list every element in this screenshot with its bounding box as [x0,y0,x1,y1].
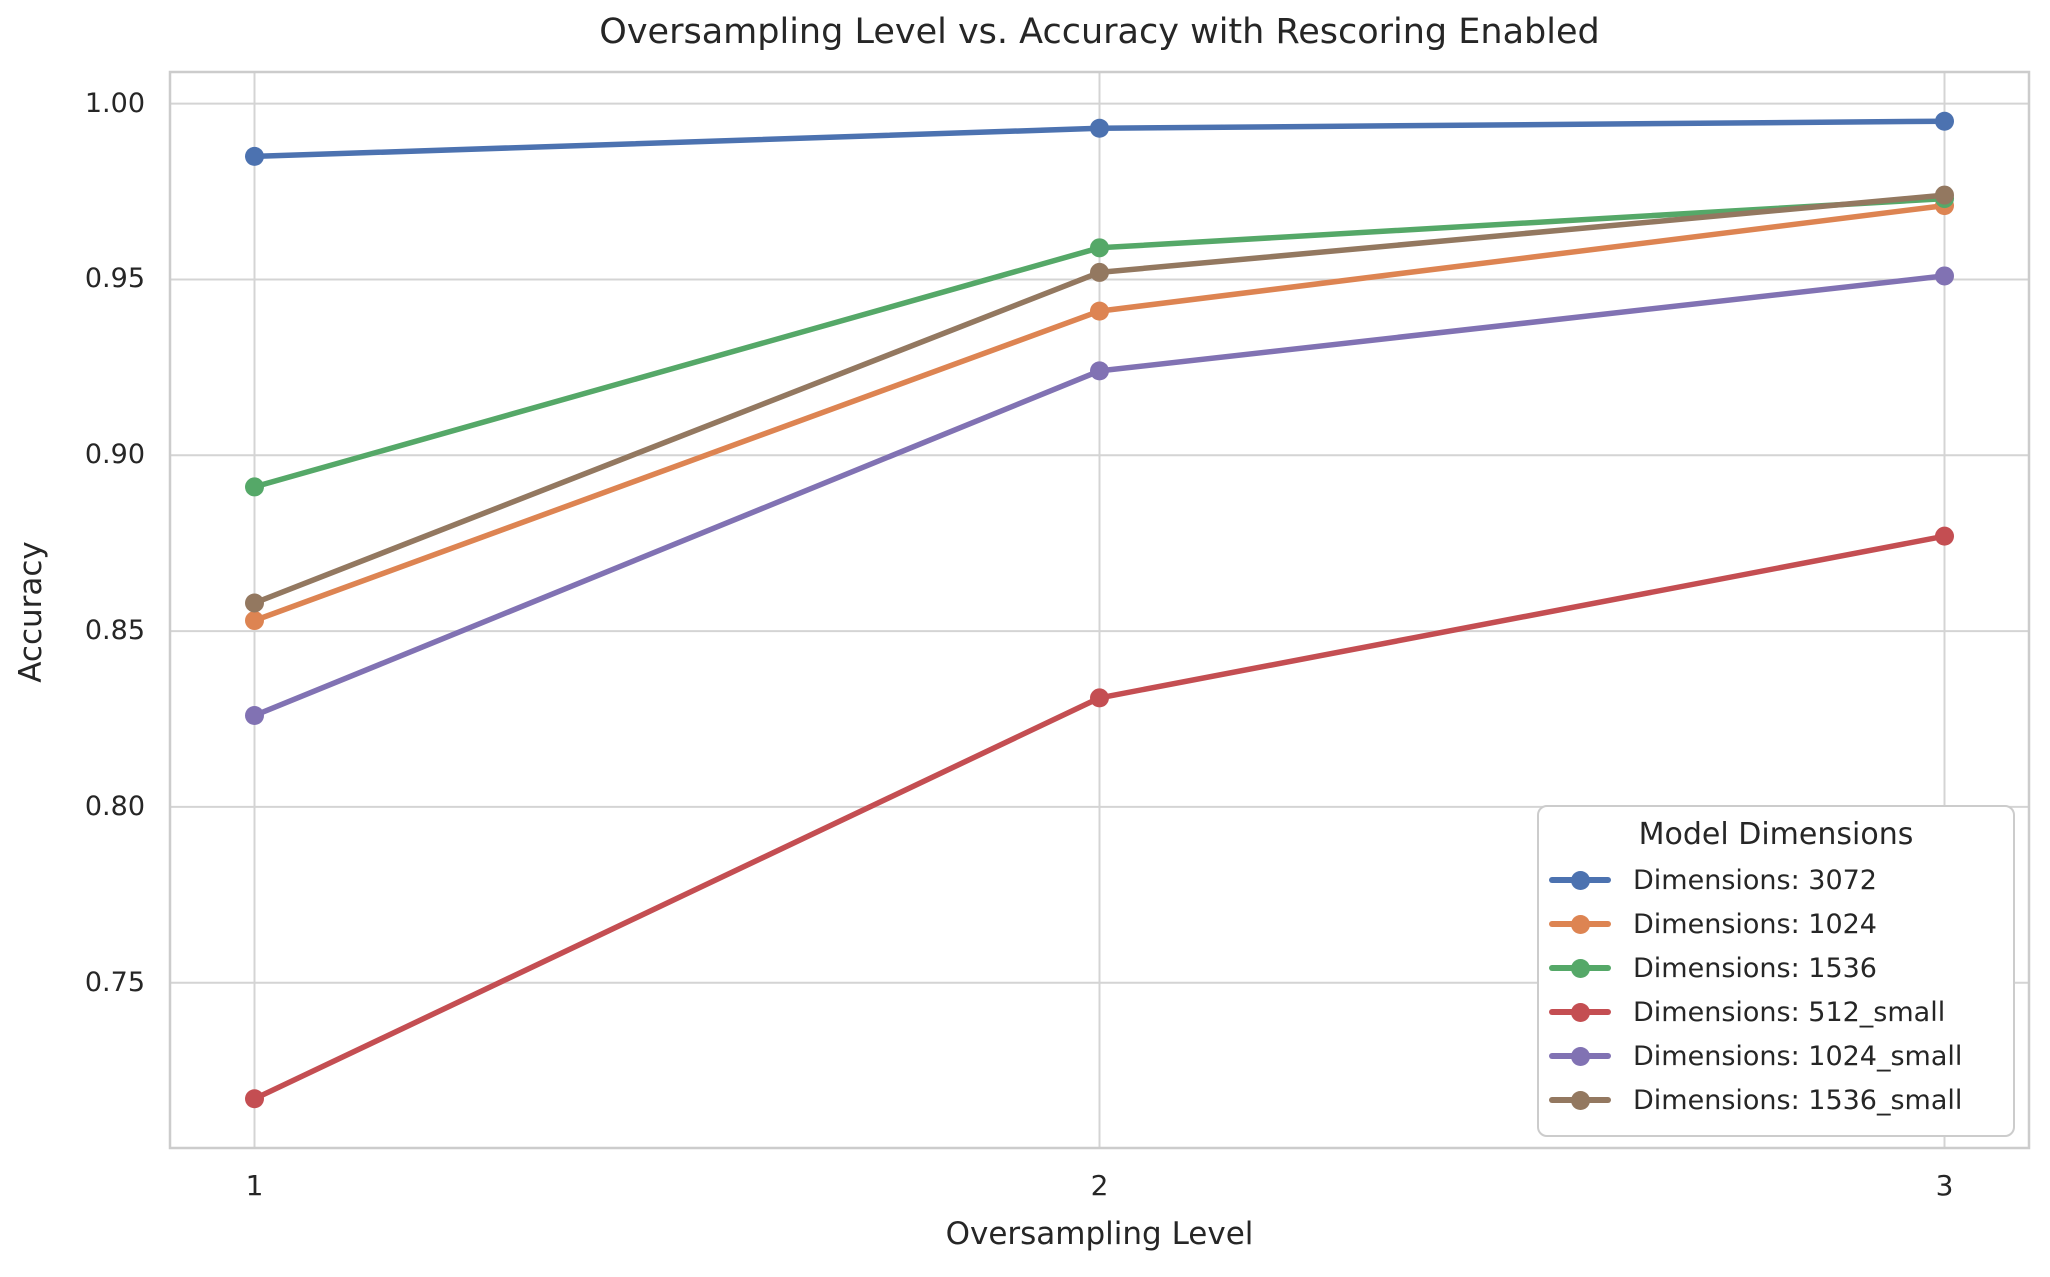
legend-line-dot-marker [1549,914,1611,934]
chart-title: Oversampling Level vs. Accuracy with Res… [599,12,1600,52]
series-point [1090,238,1109,258]
x-tick-label: 2 [1090,1169,1109,1202]
y-tick-label: 0.90 [84,439,145,471]
series-point [1935,111,1954,131]
x-tick-label: 3 [1935,1169,1954,1202]
legend-line-dot-marker [1549,1046,1611,1066]
legend-line-dot-marker [1549,870,1611,890]
legend-line-dot-marker [1549,1002,1611,1022]
legend-entry-label: Dimensions: 3072 [1633,864,1877,896]
legend-entry: Dimensions: 1024_small [1539,1034,2013,1078]
series-point [245,477,264,497]
series-point [1090,262,1109,282]
legend-entry-label: Dimensions: 1536_small [1633,1084,1963,1116]
y-tick-label: 0.85 [84,615,145,647]
x-tick-label: 1 [245,1169,264,1202]
legend: Model Dimensions Dimensions: 3072 Dimensi… [1537,805,2015,1137]
series-point [1090,361,1109,381]
series-point [245,146,264,166]
legend-entry-label: Dimensions: 512_small [1633,996,1946,1028]
series-point [245,1089,264,1109]
legend-entry: Dimensions: 1536 [1539,946,2013,990]
legend-title: Model Dimensions [1638,817,1914,852]
y-tick-label: 0.95 [84,263,145,295]
legend-line-dot-marker [1549,958,1611,978]
legend-entry-label: Dimensions: 1536 [1633,952,1877,984]
series-point [245,705,264,725]
y-tick-label: 1.00 [84,87,145,119]
series-point [245,593,264,613]
legend-entry: Dimensions: 1536_small [1539,1078,2013,1122]
y-tick-label: 0.80 [84,790,145,822]
legend-entry: Dimensions: 1024 [1539,902,2013,946]
legend-line-dot-marker [1549,1090,1611,1110]
series-point [245,611,264,631]
y-tick-label: 0.75 [84,966,145,998]
legend-entry: Dimensions: 3072 [1539,858,2013,902]
plot-border [168,70,2031,1150]
series-point [1090,688,1109,708]
series-point [1090,118,1109,138]
series-point [1935,185,1954,205]
legend-entry: Dimensions: 512_small [1539,990,2013,1034]
series-point [1935,266,1954,286]
legend-entry-label: Dimensions: 1024_small [1633,1040,1963,1072]
x-axis-label: Oversampling Level [945,1216,1254,1252]
series-point [1090,301,1109,321]
legend-entries: Dimensions: 3072 Dimensions: 1024 Dimensio… [1539,858,2013,1122]
legend-entry-label: Dimensions: 1024 [1633,908,1877,940]
series-point [1935,526,1954,546]
